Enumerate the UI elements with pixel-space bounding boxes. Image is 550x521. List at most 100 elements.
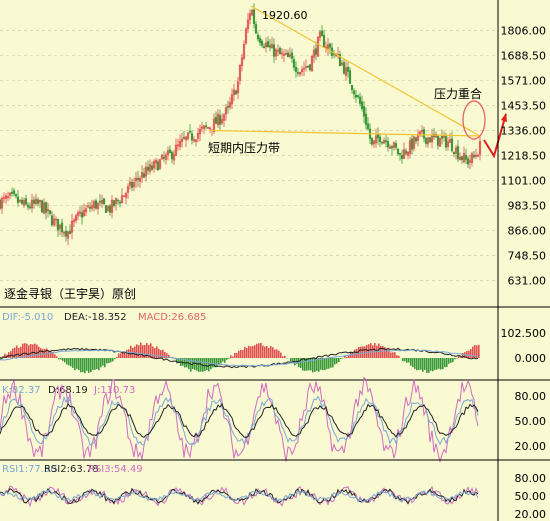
candle-body	[150, 165, 154, 170]
resistance-overlap-circle	[462, 100, 486, 140]
candle-body	[248, 13, 252, 20]
macd-bar	[374, 343, 376, 358]
candle-body	[298, 72, 302, 75]
candle-body	[160, 154, 164, 160]
price-tick-label: 866.00	[508, 225, 547, 238]
candle-body	[286, 52, 290, 58]
candle-body	[454, 147, 458, 154]
candle-body	[218, 115, 222, 125]
rsi1-line	[0, 489, 479, 503]
kdj-j-label: J:110.73	[93, 385, 135, 396]
candle-body	[194, 139, 198, 142]
macd-bar	[72, 358, 74, 368]
candle-body	[32, 199, 36, 204]
candle-body	[440, 135, 444, 139]
candle-body	[100, 199, 104, 204]
candle-body	[118, 201, 122, 204]
candle-body	[238, 65, 242, 81]
candle-body	[76, 212, 80, 216]
macd-bar	[262, 345, 264, 358]
candle-body	[398, 153, 402, 155]
price-y-axis: 631.00 748.50 866.00 983.50 1101.00 1218.50 13…	[501, 24, 547, 287]
macd-bar	[258, 343, 260, 358]
candle-body	[382, 139, 386, 144]
indicator-tick-label: 50.00	[515, 415, 547, 428]
candle-body	[0, 199, 2, 209]
candle-body	[170, 151, 174, 160]
macd-bar	[302, 358, 304, 371]
macd-bar	[306, 358, 308, 371]
indicator-tick-label: 102.500	[501, 327, 547, 340]
resistance-overlap-label: 压力重合	[434, 86, 482, 101]
peak-label: 1920.60	[262, 9, 308, 22]
macd-bar	[18, 347, 20, 358]
macd-bar	[156, 346, 158, 358]
candle-body	[478, 141, 482, 155]
candle-body	[366, 123, 370, 130]
candle-body	[68, 230, 72, 235]
candle-body	[288, 54, 292, 57]
macd-bar	[384, 347, 386, 358]
candle-body	[392, 142, 396, 148]
candle-body	[266, 41, 270, 47]
candle-body	[18, 199, 22, 202]
horizontal-resistance-line	[209, 129, 481, 137]
candle-body	[396, 148, 400, 155]
candle-body	[228, 102, 232, 108]
macd-bar	[22, 343, 24, 358]
macd-bar	[256, 343, 258, 358]
macd-bar	[114, 358, 116, 360]
candle-body	[372, 140, 376, 145]
macd-bar	[276, 349, 278, 358]
candle-body	[146, 166, 150, 171]
macd-bar	[444, 358, 446, 368]
candle-body	[414, 137, 418, 142]
candle-body	[104, 205, 108, 213]
candle-body	[24, 198, 28, 205]
macd-bar	[118, 353, 120, 358]
candle-body	[16, 196, 20, 203]
candle-body	[64, 230, 68, 237]
forecast-arrow-head	[501, 113, 507, 122]
candle-body	[436, 135, 440, 146]
candle-body	[46, 209, 50, 212]
candle-body	[422, 129, 426, 139]
macd-bar	[166, 353, 168, 358]
candle-body	[302, 68, 306, 70]
indicator-tick-label: 20.00	[515, 508, 547, 521]
macd-bar	[246, 348, 248, 358]
candle-body	[452, 151, 456, 155]
candle-body	[128, 181, 132, 186]
candle-body	[14, 194, 18, 197]
macd-bar	[82, 358, 84, 373]
candle-body	[320, 30, 324, 37]
macd-bar	[56, 356, 58, 358]
candle-body	[66, 231, 70, 239]
candle-body	[196, 133, 200, 139]
macd-bar	[126, 349, 128, 358]
macd-bar	[86, 358, 88, 371]
candle-body	[30, 199, 34, 209]
rsi1-label: RSI1:77.50	[2, 464, 57, 475]
candle-body	[114, 198, 118, 205]
candle-body	[220, 119, 224, 124]
macd-bar	[34, 343, 36, 358]
macd-bar	[78, 358, 80, 370]
macd-bar	[62, 358, 64, 361]
macd-bar	[470, 349, 472, 358]
macd-bar	[266, 346, 268, 358]
macd-bar	[76, 358, 78, 369]
candle-body	[470, 153, 474, 164]
candle-body	[178, 141, 182, 147]
macd-bar	[442, 358, 444, 370]
kdj-d-label: D:68.19	[48, 385, 88, 396]
macd-bar	[252, 346, 254, 358]
credit-label: 逐金寻银（王宇昊）原创	[4, 286, 136, 301]
candle-body	[28, 206, 32, 209]
candle-body	[152, 161, 156, 169]
macd-bar	[130, 345, 132, 358]
candle-body	[316, 37, 320, 57]
candle-body	[96, 202, 100, 209]
candle-body	[112, 200, 116, 207]
